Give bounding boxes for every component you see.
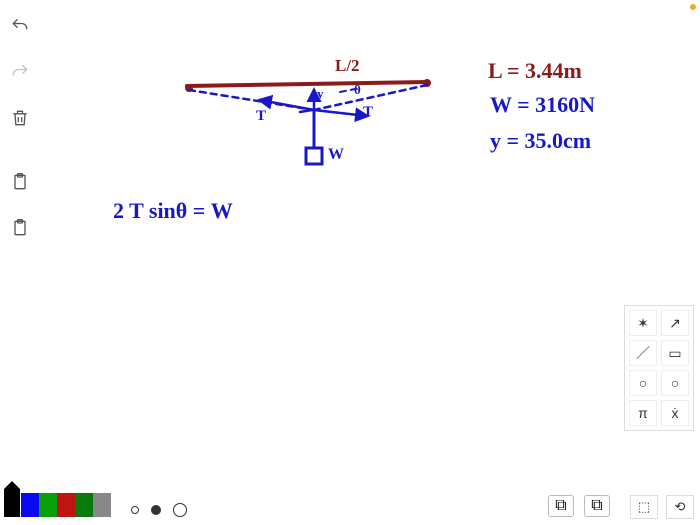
label-equation: 2 T sinθ = W xyxy=(113,198,233,224)
pen-icon[interactable] xyxy=(4,489,20,517)
shape-tool-7[interactable]: ẋ xyxy=(661,400,689,426)
label-W: W xyxy=(328,146,344,164)
shape-tool-4[interactable]: ○ xyxy=(629,370,657,396)
label-L-half: L/2 xyxy=(335,56,360,76)
label-y-eq: y = 35.0cm xyxy=(490,128,591,154)
shape-tool-5[interactable]: ○ xyxy=(661,370,689,396)
label-T-right: T xyxy=(363,104,373,121)
copy-button-2[interactable]: ⧉ xyxy=(584,495,610,517)
color-swatch-1[interactable] xyxy=(39,493,57,517)
shape-tool-3[interactable]: ▭ xyxy=(661,340,689,366)
lasso-row: ⬚ ⟲ xyxy=(630,495,694,519)
label-theta: θ xyxy=(354,82,361,98)
shape-tool-6[interactable]: π xyxy=(629,400,657,426)
color-swatches xyxy=(4,489,187,517)
brush-size-1[interactable] xyxy=(151,505,161,515)
brush-size-0[interactable] xyxy=(131,506,139,514)
drawing-canvas[interactable] xyxy=(0,0,700,525)
shape-tool-2[interactable]: ／ xyxy=(629,340,657,366)
clipboard-row: ⧉ ⧉ xyxy=(548,495,610,517)
select-tool-button[interactable]: ⬚ xyxy=(630,495,658,519)
label-y-small: y xyxy=(317,86,324,102)
shape-tool-grid: ✶↗／▭○○πẋ xyxy=(624,305,694,431)
rotate-tool-button[interactable]: ⟲ xyxy=(666,495,694,519)
shape-tool-0[interactable]: ✶ xyxy=(629,310,657,336)
brush-size-2[interactable] xyxy=(173,503,187,517)
color-swatch-2[interactable] xyxy=(57,493,75,517)
color-swatch-4[interactable] xyxy=(93,493,111,517)
shape-tool-1[interactable]: ↗ xyxy=(661,310,689,336)
color-swatch-3[interactable] xyxy=(75,493,93,517)
label-W-eq: W = 3160N xyxy=(490,92,595,118)
color-swatch-0[interactable] xyxy=(21,493,39,517)
label-T-left: T xyxy=(256,108,266,125)
brush-size-picker xyxy=(131,503,187,517)
label-L-eq: L = 3.44m xyxy=(488,58,582,84)
copy-button-1[interactable]: ⧉ xyxy=(548,495,574,517)
